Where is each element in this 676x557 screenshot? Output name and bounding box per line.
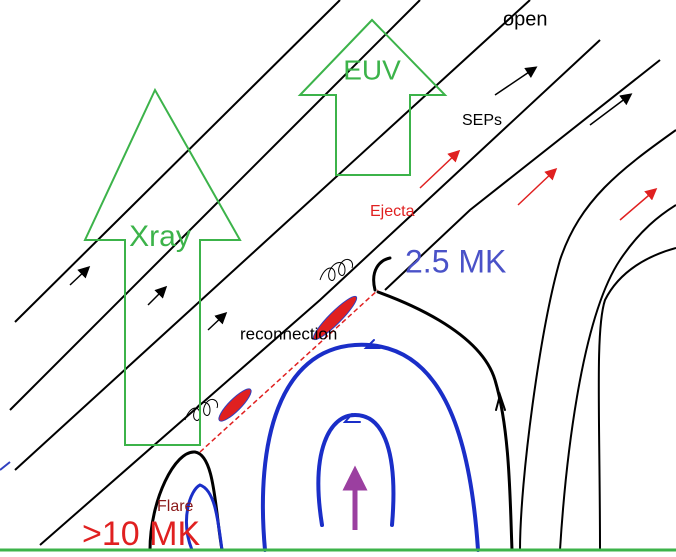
helix [184,398,219,421]
outer-loop [376,290,514,552]
field-line [0,461,11,471]
field-line [14,0,341,323]
field-line [384,59,661,291]
arrow [589,93,633,126]
reconnection-sheet [184,258,379,453]
arrow [494,66,538,96]
label-euv: EUV [343,54,401,85]
cusp [372,256,392,292]
label-xray: Xray [129,220,191,253]
label-ejecta: Ejecta [370,203,415,220]
field-line [14,0,531,471]
blue-loop [185,483,224,552]
xray-arrow [83,87,242,446]
euv-arrow [297,18,448,176]
label-seps: SEPs [462,112,502,129]
arrow [69,265,91,286]
field-line [597,247,676,551]
helix [319,258,354,281]
field-line [39,39,601,546]
blue-loop [316,412,396,527]
plasmoid [218,388,252,422]
field-line [9,0,421,411]
ejecta-arrow [619,188,658,221]
current-sheet [199,289,379,453]
arrow [207,311,228,331]
blue-loop [260,342,480,552]
loop-arrow [495,391,506,411]
loop-arrow [342,413,361,423]
plasmoid [312,295,358,341]
ejecta-arrow [517,167,558,206]
loop-arrow [363,339,381,349]
label-open: open [503,8,548,30]
label-flare: Flare [157,498,194,515]
field-line [519,129,676,551]
field-line [559,204,676,551]
arrow [147,285,168,306]
label-temperature-loop: 2.5 MK [405,243,506,279]
label-reconnection: reconnection [240,324,337,343]
ejecta-arrow [419,149,461,189]
label-temperature-flare: >10 MK [82,515,200,553]
loops [148,256,514,552]
flow-arrows [69,66,658,331]
